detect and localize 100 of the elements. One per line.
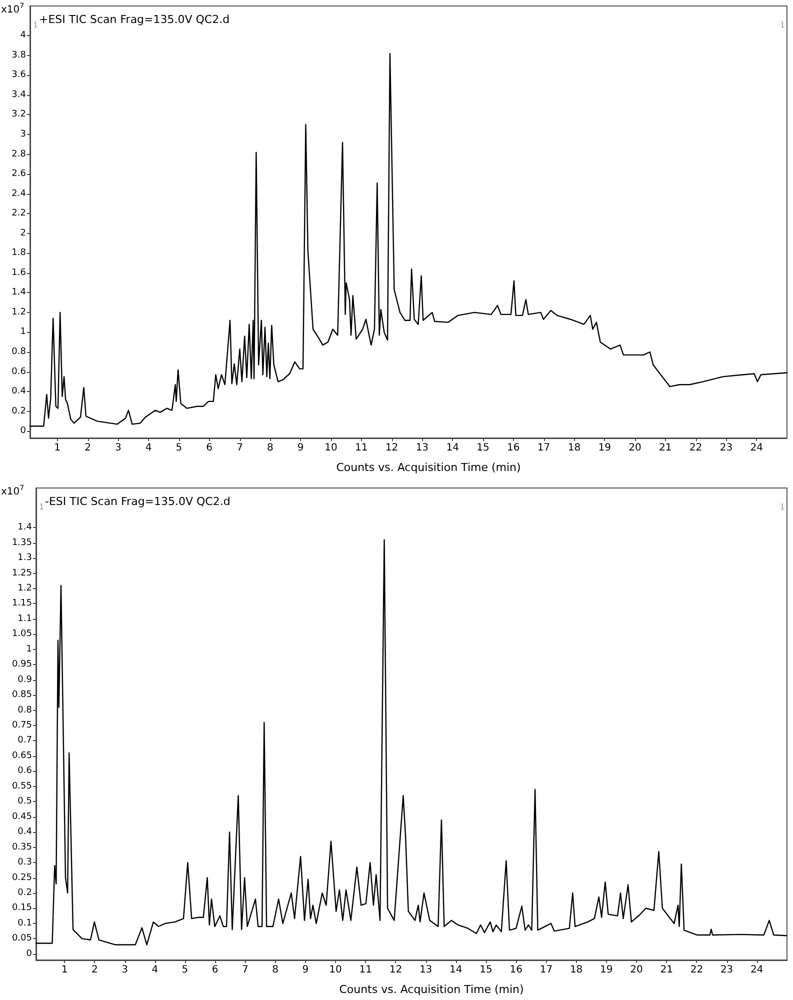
x-tick-label: 8 — [272, 964, 278, 976]
annotation: 1 — [33, 20, 38, 30]
y-tick-label: 2.4 — [12, 188, 26, 199]
y-tick-label: 2.6 — [12, 169, 26, 180]
y-tick-label: 0.6 — [18, 766, 32, 776]
y-tick-label: 0.4 — [12, 386, 26, 397]
y-tick-label: 3 — [20, 130, 26, 140]
x-tick-label: 23 — [720, 442, 733, 454]
y-tick-label: 0.8 — [18, 705, 32, 716]
x-tick-label: 15 — [480, 964, 492, 976]
x-tick-label: 22 — [690, 964, 704, 976]
annotation: 1 — [780, 20, 786, 30]
x-tick-label: 3 — [114, 442, 122, 454]
y-tick-label: 0.85 — [12, 690, 32, 700]
y-tick-label: 0.75 — [12, 720, 32, 731]
y-tick-label: 0.6 — [12, 366, 26, 377]
y-tick-label: 1.05 — [12, 629, 32, 640]
x-tick-label: 24 — [750, 964, 764, 976]
x-tick-label: 17 — [537, 442, 550, 454]
y-axis-title: x10$^{7}$ — [1, 483, 24, 498]
y-tick-label: 0 — [26, 948, 32, 959]
x-tick-label: 2 — [92, 964, 98, 976]
x-tick-label: 9 — [297, 442, 304, 454]
y-tick-label: 4 — [20, 30, 26, 41]
x-tick-label: 1 — [54, 442, 61, 454]
y-tick-label: 1.15 — [12, 598, 32, 609]
y-tick-label: 1 — [20, 327, 26, 338]
x-tick-label: 12 — [389, 964, 402, 976]
y-tick-label: 1.1 — [18, 614, 32, 624]
x-tick-label: 3 — [122, 964, 128, 976]
x-tick-label: 19 — [600, 964, 613, 976]
y-tick-label: 1.6 — [12, 268, 26, 278]
y-tick-label: 0.55 — [12, 781, 32, 792]
x-tick-label: 6 — [206, 442, 213, 454]
y-tick-label: 1 — [26, 644, 32, 654]
y-tick-label: 3.6 — [12, 70, 26, 80]
x-tick-label: 7 — [242, 964, 248, 976]
y-tick-label: 0.8 — [12, 346, 26, 357]
y-tick-label: 2 — [20, 228, 26, 238]
y-tick-label: 0.4 — [18, 827, 32, 838]
x-tick-label: 10 — [329, 964, 342, 976]
x-tick-label: 20 — [628, 442, 642, 454]
x-tick-label: 6 — [212, 964, 218, 976]
x-tick-label: 20 — [630, 964, 643, 976]
x-tick-label: 11 — [359, 964, 372, 976]
y-tick-label: 0.2 — [18, 888, 32, 898]
y-tick-label: 1.3 — [18, 553, 32, 564]
y-tick-label: 0.95 — [12, 660, 32, 670]
x-tick-label: 5 — [176, 442, 182, 454]
y-tick-label: 0 — [20, 426, 26, 436]
y-tick-label: 3.4 — [12, 90, 26, 100]
y-tick-label: 0.45 — [12, 812, 32, 822]
x-tick-label: 10 — [324, 442, 338, 454]
x-tick-label: 14 — [450, 964, 462, 976]
x-tick-label: 23 — [720, 964, 734, 976]
y-tick-label: 0.1 — [18, 918, 32, 928]
x-tick-label: 18 — [570, 964, 583, 976]
x-tick-label: 21 — [659, 442, 672, 454]
x-tick-label: 12 — [385, 442, 398, 454]
x-tick-label: 17 — [540, 964, 553, 976]
x-tick-label: 16 — [507, 442, 520, 454]
text: +ESI TIC Scan Frag=135.0V QC2.d — [39, 13, 230, 26]
x-axis-title: Counts vs. Acquisition Time (min) — [339, 983, 524, 996]
y-tick-label: 0.3 — [18, 858, 32, 868]
y-tick-label: 0.25 — [12, 872, 32, 883]
y-tick-label: 2.8 — [12, 149, 26, 160]
x-tick-label: 18 — [568, 442, 581, 454]
y-tick-label: 3.2 — [12, 110, 26, 120]
x-tick-label: 22 — [689, 442, 702, 454]
y-axis-title: x10$^{7}$ — [1, 1, 24, 16]
y-tick-label: 2.2 — [12, 208, 26, 219]
y-tick-label: 0.65 — [12, 750, 32, 761]
y-tick-label: 0.35 — [12, 842, 32, 852]
x-tick-label: 4 — [152, 964, 158, 976]
x-tick-label: 7 — [236, 442, 243, 454]
x-tick-label: 14 — [446, 442, 459, 454]
line-series — [29, 52, 788, 427]
x-tick-label: 11 — [355, 442, 368, 454]
y-tick-label: 1.35 — [12, 538, 32, 548]
y-tick-label: 0.15 — [12, 903, 32, 914]
x-tick-label: 16 — [510, 964, 522, 976]
y-tick-label: 1.8 — [12, 248, 26, 258]
y-tick-label: 0.2 — [12, 406, 26, 416]
annotation: 1 — [39, 502, 44, 512]
y-tick-label: 1.25 — [12, 568, 32, 578]
y-tick-label: 0.5 — [18, 796, 32, 807]
x-tick-label: 19 — [598, 442, 611, 454]
annotation: 1 — [780, 502, 786, 512]
y-tick-label: 1.2 — [12, 307, 26, 318]
y-tick-label: 1.2 — [18, 583, 32, 594]
y-tick-label: 1.4 — [18, 522, 32, 533]
x-tick-label: 2 — [84, 442, 91, 454]
x-tick-label: 4 — [145, 442, 152, 454]
y-tick-label: 3.8 — [12, 50, 26, 60]
text: -ESI TIC Scan Frag=135.0V QC2.d — [45, 495, 230, 508]
x-tick-label: 24 — [750, 442, 763, 454]
x-tick-label: 13 — [416, 442, 429, 454]
x-tick-label: 13 — [419, 964, 432, 976]
y-tick-label: 0.9 — [18, 674, 32, 685]
y-tick-label: 0.7 — [18, 736, 32, 746]
